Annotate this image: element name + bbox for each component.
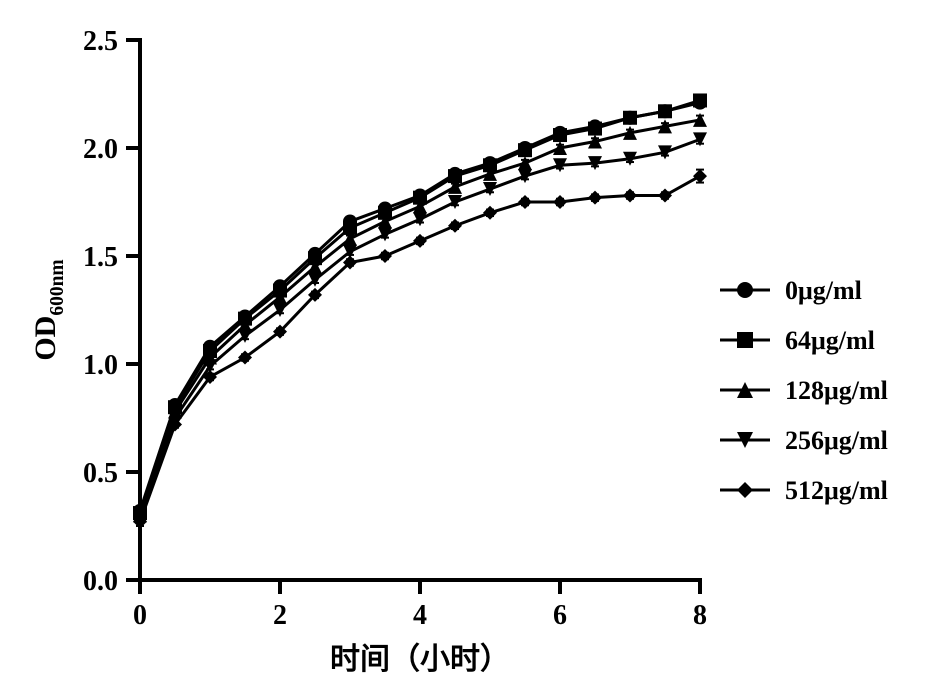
x-tick-label: 8 — [693, 600, 707, 631]
y-tick-label: 0.5 — [83, 458, 118, 489]
legend-row: 64μg/ml — [720, 326, 875, 355]
y-tick-label: 0.0 — [83, 566, 118, 597]
growth-curve-chart: 0 2 4 6 8 0.0 0.5 1.0 1.5 2.0 2.5 时间（小时） OD600nm 0μg/… — [0, 0, 951, 687]
series-line — [140, 176, 700, 522]
series-line — [140, 100, 700, 513]
x-axis-title: 时间（小时） — [330, 642, 510, 676]
y-tick-label: 1.0 — [83, 350, 118, 381]
legend-row: 512μg/ml — [720, 476, 888, 505]
legend-label: 64μg/ml — [785, 326, 875, 355]
y-tick-label: 2.0 — [83, 134, 118, 165]
y-axis-title-group: OD600nm — [29, 259, 68, 360]
y-tick-label: 2.5 — [83, 26, 118, 57]
legend-row: 256μg/ml — [720, 426, 888, 455]
chart-svg: 0 2 4 6 8 0.0 0.5 1.0 1.5 2.0 2.5 时间（小时） OD600nm 0μg/… — [0, 0, 951, 687]
x-tick-label: 2 — [273, 600, 287, 631]
series-line — [140, 103, 700, 511]
legend: 0μg/ml 64μg/ml 128μg/ml 256μg/ml 512μg/ml — [720, 276, 888, 505]
series-s128 — [133, 113, 707, 522]
x-tick-label: 4 — [413, 600, 427, 631]
legend-label: 128μg/ml — [785, 376, 888, 405]
y-tick-label: 1.5 — [83, 242, 118, 273]
legend-row: 128μg/ml — [720, 376, 888, 405]
x-tick-label: 0 — [133, 600, 147, 631]
y-axis-title: OD600nm — [29, 259, 68, 360]
legend-label: 0μg/ml — [785, 276, 862, 305]
series-s64 — [133, 93, 707, 520]
legend-label: 256μg/ml — [785, 426, 888, 455]
legend-label: 512μg/ml — [785, 476, 888, 505]
x-tick-label: 6 — [553, 600, 567, 631]
legend-row: 0μg/ml — [720, 276, 862, 305]
series-line — [140, 120, 700, 515]
